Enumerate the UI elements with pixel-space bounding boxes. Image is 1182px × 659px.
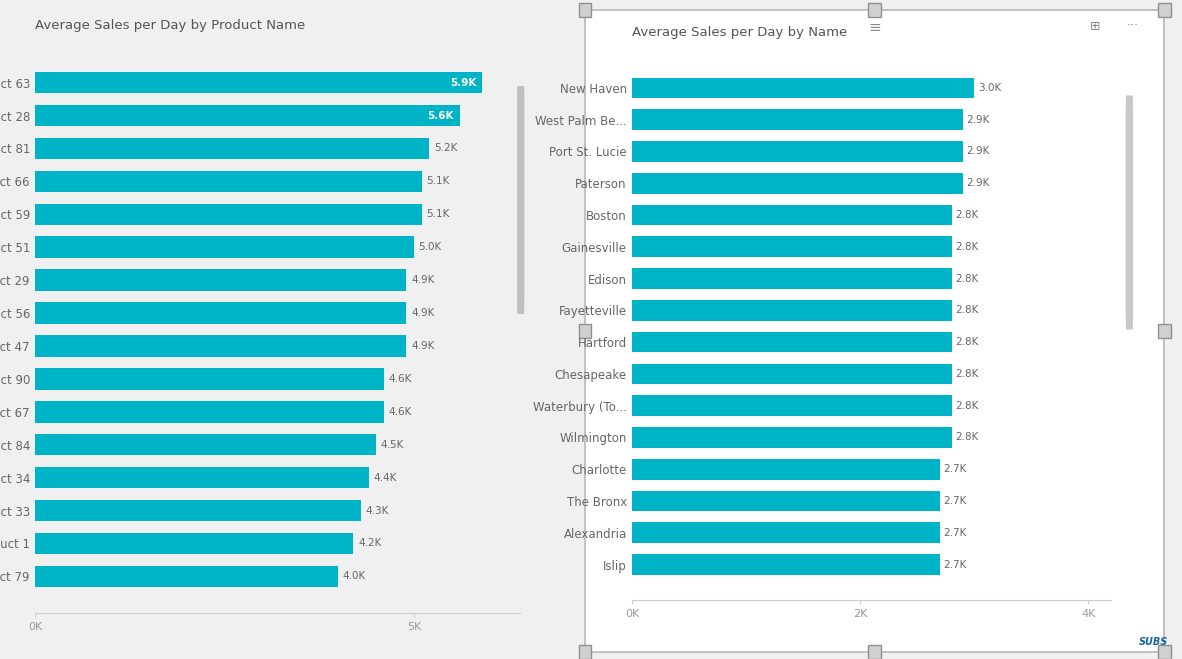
Bar [869, 3, 881, 17]
Text: 5.2K: 5.2K [434, 144, 457, 154]
Bar [35, 335, 407, 357]
Bar [35, 270, 407, 291]
Bar [632, 459, 940, 480]
Text: 4.3K: 4.3K [365, 505, 389, 515]
Text: ⊞: ⊞ [1090, 20, 1100, 32]
FancyBboxPatch shape [1125, 96, 1134, 330]
Text: 5.1K: 5.1K [427, 210, 449, 219]
Text: 2.8K: 2.8K [955, 401, 979, 411]
Text: 2.8K: 2.8K [955, 273, 979, 283]
Text: 5.0K: 5.0K [418, 243, 442, 252]
Text: 4.9K: 4.9K [411, 275, 435, 285]
Text: 2.8K: 2.8K [955, 369, 979, 379]
Bar [632, 78, 974, 98]
Text: 2.8K: 2.8K [955, 305, 979, 315]
Bar [35, 434, 376, 455]
Bar [632, 205, 952, 225]
Bar [35, 72, 482, 94]
Bar [1158, 324, 1170, 338]
Bar [35, 302, 407, 324]
Text: ···: ··· [1126, 20, 1138, 32]
Bar [579, 645, 591, 659]
Bar [632, 237, 952, 257]
Bar [632, 395, 952, 416]
Bar [35, 565, 338, 587]
Bar [632, 268, 952, 289]
Text: 4.6K: 4.6K [389, 407, 411, 416]
Text: ≡: ≡ [869, 20, 881, 34]
Text: 4.6K: 4.6K [389, 374, 411, 384]
Text: 2.7K: 2.7K [943, 464, 967, 474]
Bar [632, 109, 963, 130]
Bar [35, 532, 353, 554]
Bar [35, 105, 460, 127]
Text: 4.4K: 4.4K [374, 473, 396, 482]
Text: 2.7K: 2.7K [943, 528, 967, 538]
Text: 2.9K: 2.9K [967, 115, 989, 125]
Text: 2.8K: 2.8K [955, 337, 979, 347]
Bar [35, 368, 384, 389]
Text: 2.8K: 2.8K [955, 432, 979, 442]
Text: 4.2K: 4.2K [358, 538, 382, 548]
Bar [632, 364, 952, 384]
Bar [35, 138, 429, 159]
Bar [35, 237, 414, 258]
Bar [579, 324, 591, 338]
Bar [632, 427, 952, 447]
Text: 2.8K: 2.8K [955, 242, 979, 252]
Bar [632, 300, 952, 321]
Text: Average Sales per Day by Name: Average Sales per Day by Name [632, 26, 847, 39]
Bar [35, 500, 361, 521]
Bar [632, 141, 963, 161]
Bar [632, 491, 940, 511]
Text: 2.8K: 2.8K [955, 210, 979, 220]
Text: 3.0K: 3.0K [978, 83, 1001, 93]
Text: 2.7K: 2.7K [943, 559, 967, 569]
Bar [632, 331, 952, 353]
Text: 2.7K: 2.7K [943, 496, 967, 506]
Text: 4.5K: 4.5K [381, 440, 404, 449]
Bar [35, 467, 369, 488]
Text: 4.0K: 4.0K [343, 571, 366, 581]
Bar [1158, 3, 1170, 17]
Text: 5.1K: 5.1K [427, 177, 449, 186]
Text: 5.6K: 5.6K [427, 111, 454, 121]
Bar [869, 645, 881, 659]
Text: 2.9K: 2.9K [967, 178, 989, 188]
Bar [632, 523, 940, 543]
FancyBboxPatch shape [517, 80, 525, 314]
Bar [632, 554, 940, 575]
Bar [35, 204, 422, 225]
Bar [35, 401, 384, 422]
Bar [35, 171, 422, 192]
Text: 4.9K: 4.9K [411, 341, 435, 351]
Text: 5.9K: 5.9K [450, 78, 476, 88]
Text: Average Sales per Day by Product Name: Average Sales per Day by Product Name [35, 20, 306, 32]
Text: 4.9K: 4.9K [411, 308, 435, 318]
Text: SUBS: SUBS [1138, 637, 1168, 647]
Bar [579, 3, 591, 17]
Bar [1158, 645, 1170, 659]
Text: 2.9K: 2.9K [967, 146, 989, 156]
Bar [632, 173, 963, 194]
